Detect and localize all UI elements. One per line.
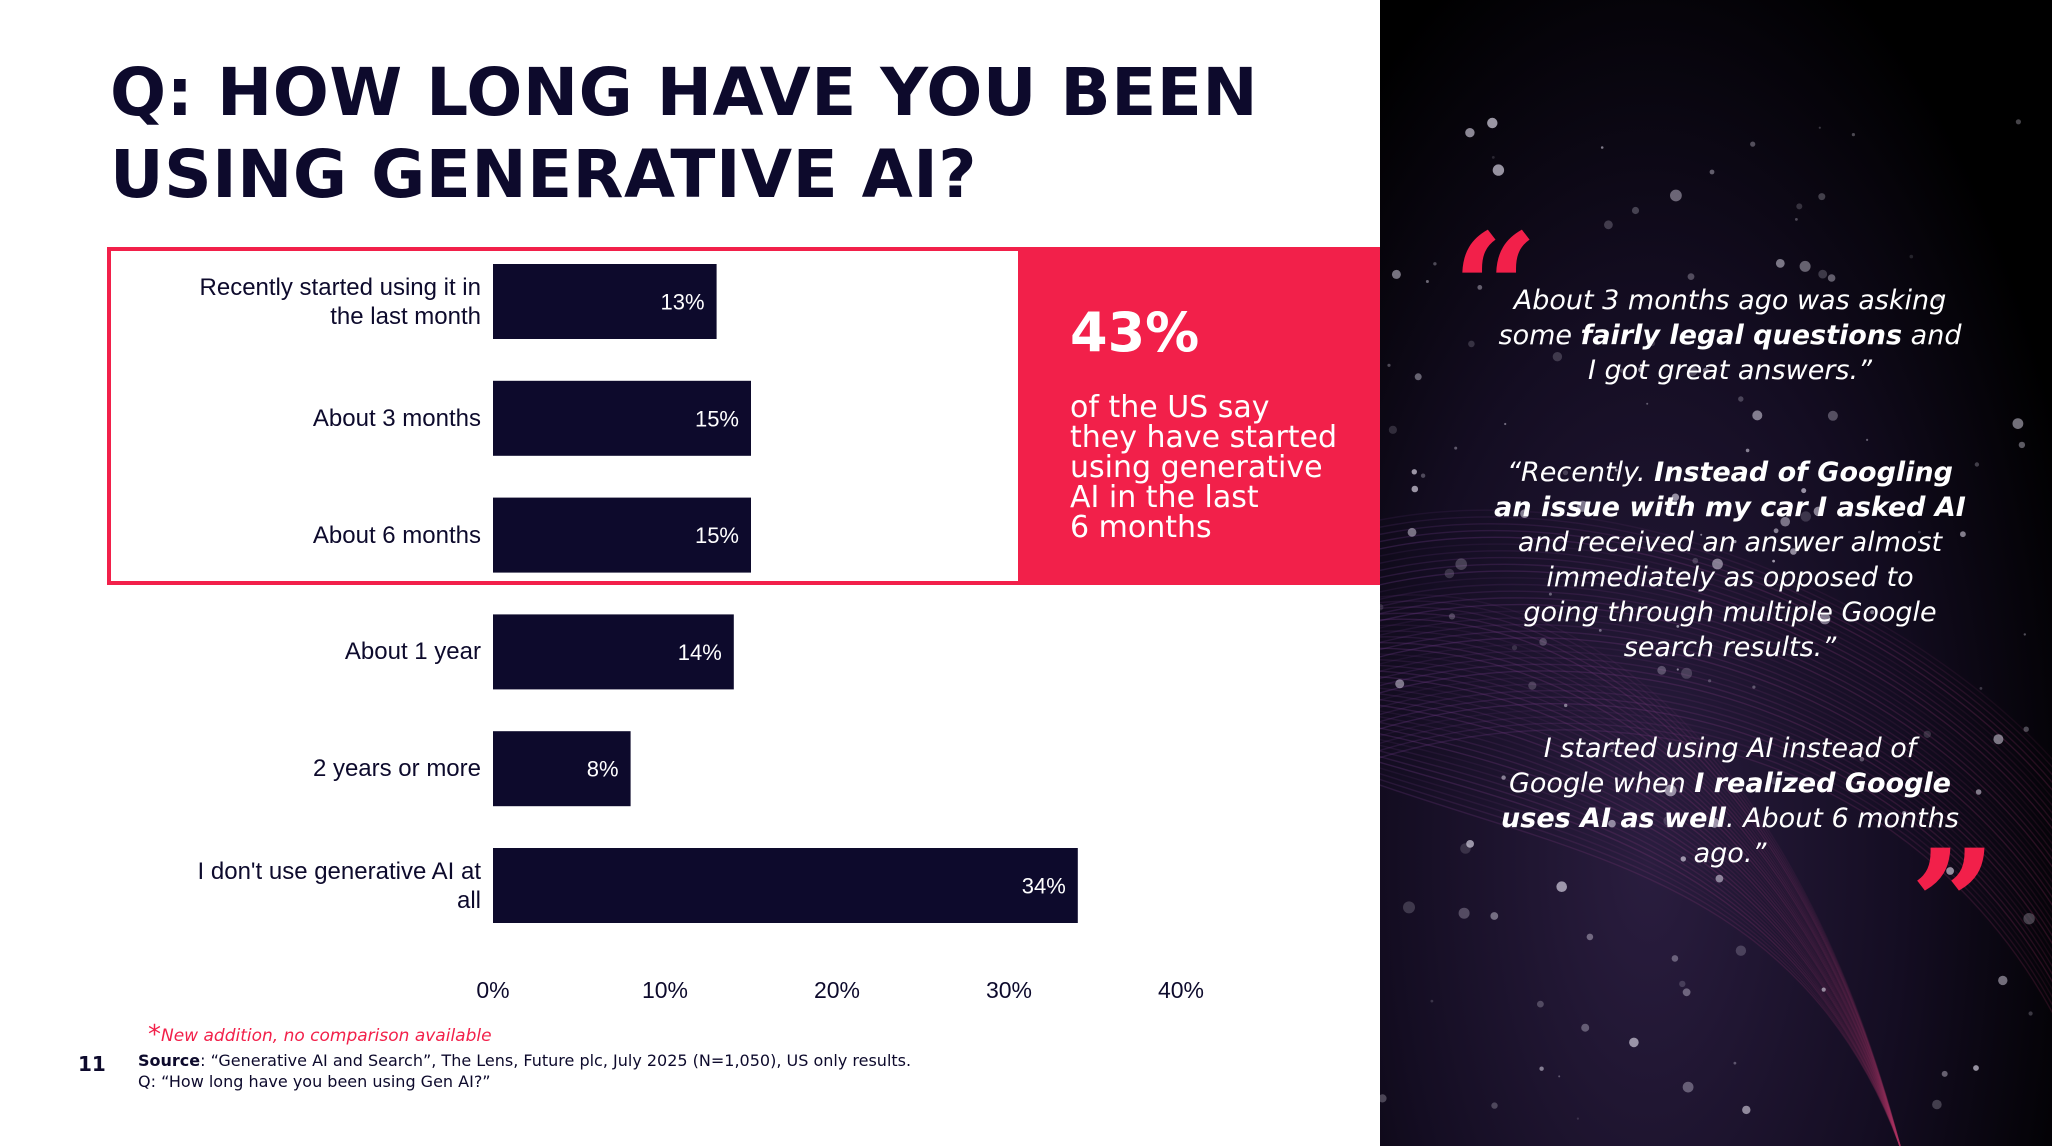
category-label-line: 2 years or more (312, 755, 481, 783)
bar-value-label: 15% (695, 406, 739, 431)
category-label: Recently started using it in the last mon… (101, 273, 481, 331)
quotes-panel: “ ” About 3 months ago was asking some fa… (1380, 0, 2052, 1146)
page-number: 11 (78, 1052, 106, 1076)
callout-line: using generative (1070, 450, 1323, 485)
title-line-1: Q: HOW LONG HAVE YOU BEEN (110, 54, 1259, 131)
x-tick-label: 40% (1158, 977, 1204, 1003)
category-label: About 1 year (101, 637, 481, 666)
quote-line: an issue with my car I asked AI (1494, 492, 1966, 523)
source-question: Q: “How long have you been using Gen AI?… (138, 1072, 491, 1091)
quote-line: ago.” (1693, 838, 1767, 869)
callout-line: AI in the last (1070, 480, 1259, 515)
bar-value-label: 14% (678, 640, 722, 665)
callout-line: of the US say (1070, 390, 1270, 425)
footnote: *New addition, no comparison available (148, 1020, 492, 1056)
callout-text: of the US say they have started using ge… (1070, 393, 1370, 543)
callout-line: 6 months (1070, 510, 1212, 545)
quote-line: immediately as opposed to (1546, 562, 1914, 593)
quote-2: “Recently. Instead of Googling an issue w… (1490, 455, 1970, 665)
bar-6 (493, 848, 1078, 923)
callout-percent: 43% (1070, 301, 1200, 364)
bar-value-label: 8% (587, 757, 619, 782)
quote-line: going through multiple Google (1523, 597, 1937, 628)
category-label-line: About 6 months (312, 521, 481, 549)
x-tick-label: 0% (476, 977, 509, 1003)
category-label-line: About 3 months (312, 404, 481, 432)
quote-line: I got great answers.” (1587, 355, 1873, 386)
x-tick-label: 20% (814, 977, 860, 1003)
quote-3: I started using AI instead of Google when… (1490, 731, 1970, 871)
bar-5 (493, 731, 631, 807)
page-title: Q: HOW LONG HAVE YOU BEEN USING GENERATI… (110, 52, 1340, 216)
quote-line: and received an answer almost (1517, 527, 1943, 558)
category-label-line: About 1 year (344, 638, 481, 666)
bar-chart: 13% 15% 15% 14% 8% 34% 0% 10% 20% 30% 40% (476, 264, 1204, 1003)
bar-value-label: 34% (1022, 874, 1066, 899)
quote-line: search results.” (1623, 632, 1837, 663)
bar-value-label: 13% (661, 290, 705, 315)
category-label-line: the last month (330, 302, 481, 330)
quote-line: “Recently. Instead of Googling (1507, 457, 1953, 488)
bar-3 (493, 497, 751, 573)
x-tick-label: 30% (986, 977, 1032, 1003)
bar-value-label: 15% (695, 523, 739, 548)
quote-line: Google when I realized Google (1508, 768, 1951, 799)
category-label: 2 years or more (101, 754, 481, 783)
close-quote-icon: ” (1910, 817, 1997, 993)
title-line-2: USING GENERATIVE AI? (110, 136, 978, 213)
callout-line: they have started (1070, 420, 1338, 455)
callout-box: 43% of the US say they have started usin… (1018, 247, 1380, 585)
open-quote-icon: “ (1452, 201, 1539, 377)
category-label: I don't use generative AI at all (101, 857, 481, 915)
footnote-text: New addition, no comparison available (161, 1026, 492, 1046)
footnote-star: * (148, 1020, 161, 1050)
category-label-line: I don't use generative AI at (197, 857, 481, 885)
category-label: About 6 months (101, 521, 481, 550)
bar-4 (493, 614, 734, 690)
category-label-line: Recently started using it in (199, 273, 481, 301)
category-label-line: all (456, 886, 481, 914)
quote-line: uses AI as well. About 6 months (1501, 803, 1959, 834)
category-label: About 3 months (101, 404, 481, 433)
quote-line: I started using AI instead of (1543, 733, 1917, 764)
quote-line: About 3 months ago was asking (1513, 285, 1947, 316)
source-note: Source: “Generative AI and Search”, The … (138, 1050, 1038, 1092)
quote-1: About 3 months ago was asking some fairly… (1490, 283, 1970, 388)
bar-1 (493, 264, 717, 339)
quote-line: some fairly legal questions and (1498, 320, 1962, 351)
background-swirl (1380, 117, 2052, 1146)
x-tick-label: 10% (642, 977, 688, 1003)
source-text: : “Generative AI and Search”, The Lens, … (200, 1051, 912, 1070)
bar-2 (493, 380, 751, 456)
source-label: Source (138, 1051, 201, 1070)
